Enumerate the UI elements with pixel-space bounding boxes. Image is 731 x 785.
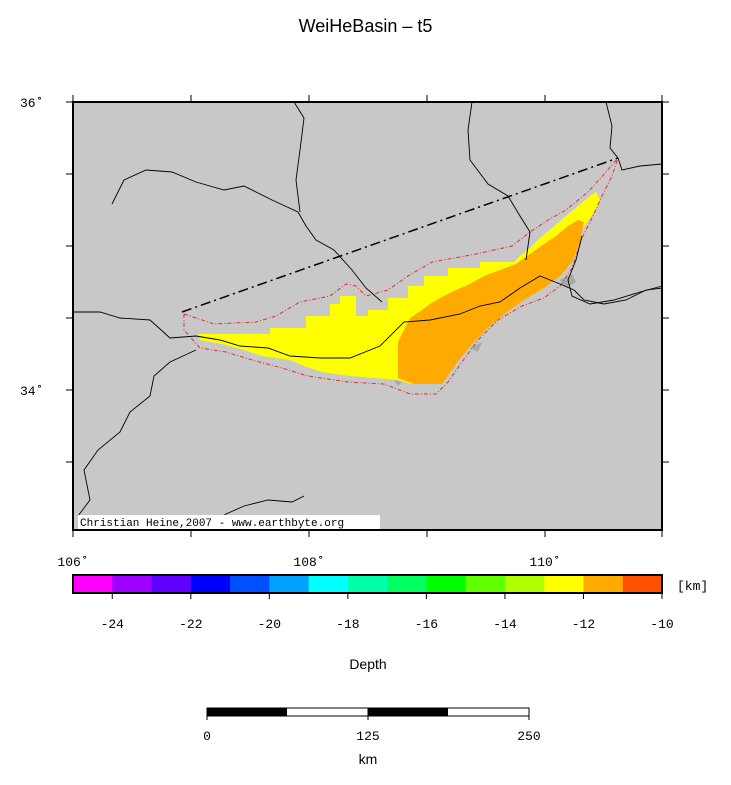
colorbar-tick-label: -12 <box>572 617 595 632</box>
colorbar-segment <box>73 575 113 593</box>
scalebar-tick-0: 0 <box>203 729 211 744</box>
colorbar-segment <box>112 575 153 593</box>
colorbar-segment <box>426 575 467 593</box>
colorbar-segment <box>465 575 506 593</box>
river-east <box>567 235 663 305</box>
depth-zone-shallow <box>198 192 600 384</box>
colorbar-ticks: -24 -22 -20 -18 -16 -14 -12 -10 <box>101 593 674 632</box>
frame-ticks <box>66 95 669 537</box>
scalebar-unit: km <box>359 751 378 767</box>
colorbar-segment <box>504 575 545 593</box>
river-jing <box>111 169 383 303</box>
cross-section-line <box>181 157 619 313</box>
colorbar-segment <box>387 575 427 593</box>
colorbar-tick-label: -22 <box>179 617 202 632</box>
lon-label-110: 110˚ <box>529 555 560 570</box>
scalebar-tick-125: 125 <box>356 729 379 744</box>
distance-scalebar <box>206 707 530 720</box>
colorbar-segment <box>544 575 584 593</box>
colorbar-segment <box>583 575 624 593</box>
colorbar-tick-label: -18 <box>336 617 359 632</box>
river-wei <box>73 275 663 359</box>
river-north-3 <box>605 101 663 171</box>
basin-outline <box>183 157 619 395</box>
colorbar-unit: [km] <box>677 579 708 594</box>
colorbar-segment <box>622 575 663 593</box>
colorbar-label: Depth <box>349 656 386 672</box>
scalebar-tick-250: 250 <box>517 729 540 744</box>
map-frame <box>72 101 663 531</box>
river-north-2 <box>467 101 531 261</box>
colorbar-segment <box>151 575 192 593</box>
lon-label-106: 106˚ <box>57 555 88 570</box>
colorbar-segment <box>347 575 388 593</box>
credit-text: Christian Heine,2007 - www.earthbyte.org <box>80 518 344 530</box>
colorbar-frame <box>72 574 663 594</box>
colorbar-tick-label: -10 <box>650 617 673 632</box>
scalebar-segment-1 <box>207 708 287 716</box>
lon-label-108: 108˚ <box>293 555 324 570</box>
colorbar-tick-label: -14 <box>493 617 517 632</box>
depth-colorbar <box>73 575 663 593</box>
lat-label-34: 34˚ <box>20 384 43 399</box>
map-title: WeiHeBasin – t5 <box>298 16 433 36</box>
river-south-1 <box>77 349 197 517</box>
scalebar-segment-2 <box>368 708 448 716</box>
colorbar-segment <box>269 575 310 593</box>
colorbar-tick-label: -16 <box>415 617 438 632</box>
depth-zone-deep <box>398 220 584 384</box>
river-north-1 <box>293 101 305 213</box>
lat-label-36: 36˚ <box>20 96 43 111</box>
colorbar-segment <box>308 575 349 593</box>
colorbar-segment <box>230 575 270 593</box>
colorbar-tick-label: -24 <box>101 617 125 632</box>
colorbar-tick-label: -20 <box>258 617 281 632</box>
colorbar-segment <box>190 575 231 593</box>
credit-box <box>78 515 380 529</box>
